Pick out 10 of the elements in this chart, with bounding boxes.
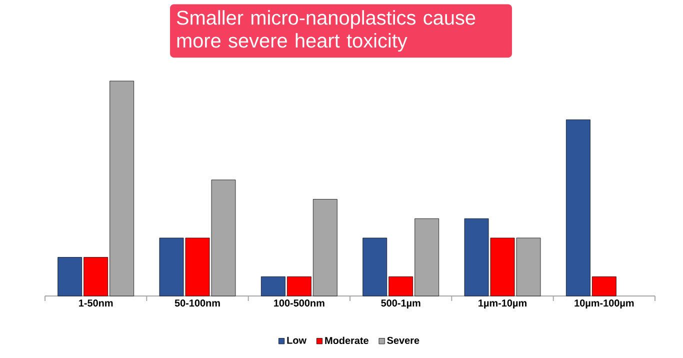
- x-tick-label: 1µm-10µm: [478, 300, 526, 309]
- x-tick-label: 100-500nm: [274, 300, 324, 307]
- chart-title: Smaller micro-nanoplastics cause more severe heart toxicity: [176, 10, 476, 52]
- legend-label: Severe: [387, 336, 420, 344]
- legend-label: Moderate: [325, 336, 368, 344]
- legend-label: Low: [287, 336, 307, 344]
- x-tick-label: 10µm-100µm: [574, 300, 634, 309]
- x-tick-label: 500-1µm: [381, 300, 420, 309]
- x-tick-label: 50-100nm: [174, 300, 220, 307]
- x-tick-label: 1-50nm: [79, 300, 113, 307]
